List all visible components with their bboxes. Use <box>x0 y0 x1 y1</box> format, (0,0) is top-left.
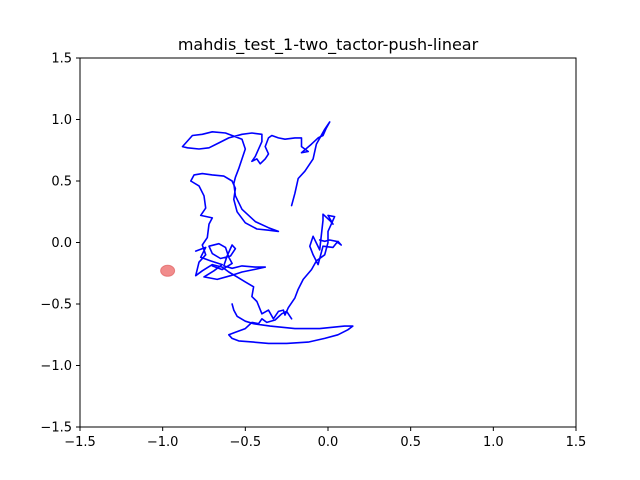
y-tick-label: 1.0 <box>51 113 72 128</box>
trajectory-line-2 <box>194 242 267 281</box>
y-tick-label: −1.5 <box>40 421 72 436</box>
chart-title: mahdis_test_1-two_tactor-push-linear <box>178 35 479 55</box>
y-tick-label: 1.5 <box>51 52 72 67</box>
trajectory-line-3 <box>228 303 354 345</box>
x-tick-label: −1.0 <box>147 435 179 450</box>
x-tick-label: 1.5 <box>566 435 587 450</box>
series-layer <box>181 121 354 345</box>
x-tick-label: 1.0 <box>483 435 504 450</box>
y-tick-label: −0.5 <box>40 298 72 313</box>
target-marker-1 <box>160 264 176 277</box>
trajectory-line-1 <box>181 121 343 320</box>
x-tick-label: −0.5 <box>230 435 262 450</box>
y-tick-label: 0.0 <box>51 236 72 251</box>
x-tick-label: 0.0 <box>318 435 339 450</box>
y-tick-label: 0.5 <box>51 175 72 190</box>
x-tick-label: 0.5 <box>400 435 421 450</box>
x-tick-label: −1.5 <box>64 435 96 450</box>
marker-layer <box>160 264 176 277</box>
y-axis: −1.5 −1.0 −0.5 0.0 0.5 1.0 1.5 <box>40 52 80 436</box>
y-tick-label: −1.0 <box>40 359 72 374</box>
x-axis: −1.5 −1.0 −0.5 0.0 0.5 1.0 1.5 <box>64 427 586 450</box>
